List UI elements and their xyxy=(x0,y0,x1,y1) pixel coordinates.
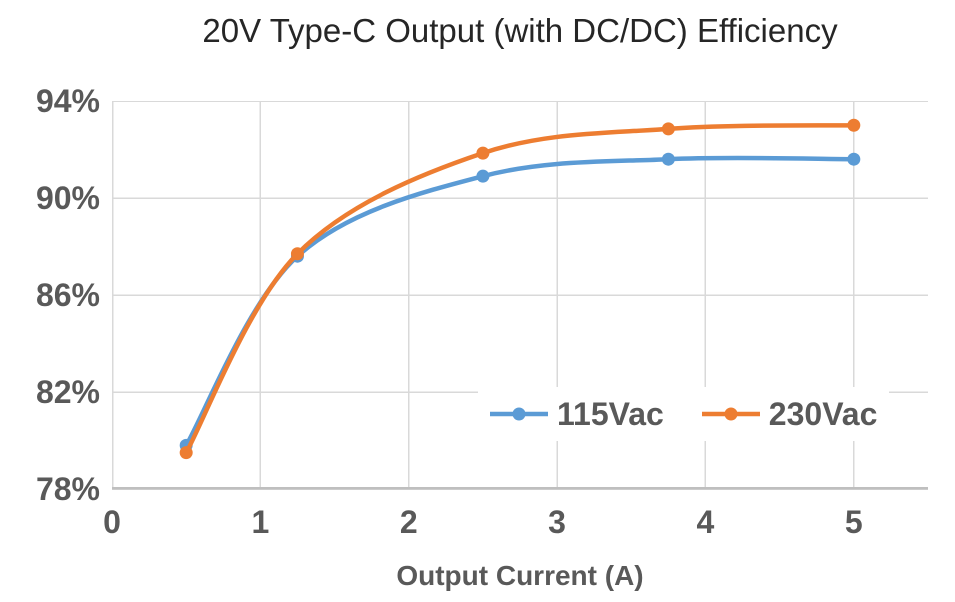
legend-label: 230Vac xyxy=(768,396,878,432)
legend-item-230vac: 230Vac xyxy=(701,396,878,432)
data-point-marker-115vac xyxy=(476,169,490,183)
series-line-230vac xyxy=(183,123,857,455)
data-point-marker-230vac xyxy=(661,122,675,136)
plot-area xyxy=(112,101,928,490)
y-tick-label: 90% xyxy=(35,180,100,216)
plot-canvas xyxy=(112,101,928,490)
legend-line-marker-icon xyxy=(701,407,760,421)
data-point-marker-230vac xyxy=(179,446,193,460)
x-tick-label: 3 xyxy=(548,504,566,540)
data-point-marker-230vac xyxy=(290,247,304,261)
chart-title: 20V Type-C Output (with DC/DC) Efficienc… xyxy=(202,12,838,49)
data-point-marker-115vac xyxy=(847,152,861,166)
legend-line-marker-icon xyxy=(490,407,548,421)
x-tick-label: 5 xyxy=(844,504,863,540)
x-tick-label: 0 xyxy=(103,504,121,540)
legend-label: 115Vac xyxy=(557,396,664,432)
data-point-marker-230vac xyxy=(847,118,861,132)
legend: 115Vac 230Vac xyxy=(478,387,890,441)
y-tick-label: 94% xyxy=(35,83,100,119)
y-tick-label: 86% xyxy=(35,277,100,313)
data-point-marker-115vac xyxy=(661,152,675,166)
x-axis-title: Output Current (A) xyxy=(396,560,644,591)
y-tick-label: 78% xyxy=(35,471,100,507)
y-tick-label: 82% xyxy=(35,374,100,410)
x-tick-label: 1 xyxy=(251,504,270,540)
data-point-marker-230vac xyxy=(476,146,490,160)
x-tick-label: 4 xyxy=(696,504,715,540)
legend-item-115vac: 115Vac xyxy=(490,398,664,430)
x-tick-label: 2 xyxy=(399,504,418,540)
